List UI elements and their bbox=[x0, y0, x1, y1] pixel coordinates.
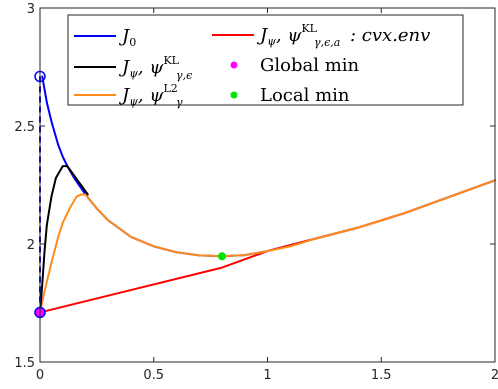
series-layer bbox=[39, 75, 496, 314]
y-tick-label: 1.5 bbox=[14, 356, 35, 371]
x-tick-label: 2 bbox=[491, 368, 498, 383]
y-tick-label: 2.5 bbox=[14, 120, 35, 135]
tick-layer: 0 0.5 1 1.5 2 1.5 2 2.5 3 bbox=[14, 2, 498, 383]
x-tick-label: 0 bbox=[36, 368, 44, 383]
series-line-kl bbox=[39, 165, 89, 314]
x-tick-label: 1.5 bbox=[371, 368, 392, 383]
legend: J0 Jψ, ψKL γ,ϵ Jψ, ψL2 γ Jψ, ψKL γ,ϵ,a: cvx… bbox=[67, 14, 464, 109]
x-tick-label: 0.5 bbox=[143, 368, 164, 383]
legend-label-L2: Jψ, ψL2 γ bbox=[118, 82, 183, 109]
series-line-l2 bbox=[39, 179, 496, 314]
x-tick-label: 1 bbox=[263, 368, 271, 383]
legend-label-local-min: Local min bbox=[260, 85, 350, 106]
y-tick-label: 3 bbox=[27, 2, 35, 17]
legend-marker-local-min bbox=[230, 91, 238, 99]
legend-label-cvx-env: Jψ, ψKL γ,ϵ,a: cvx.env bbox=[256, 22, 430, 49]
local-min-marker bbox=[218, 252, 226, 261]
legend-label-J0: J0 bbox=[118, 26, 136, 49]
legend-label-KL: Jψ, ψKL γ,ϵ bbox=[118, 54, 192, 82]
y-tick-label: 2 bbox=[27, 238, 35, 253]
legend-label-global-min: Global min bbox=[260, 55, 360, 76]
legend-box bbox=[67, 14, 464, 106]
legend-marker-global-min bbox=[230, 61, 238, 69]
